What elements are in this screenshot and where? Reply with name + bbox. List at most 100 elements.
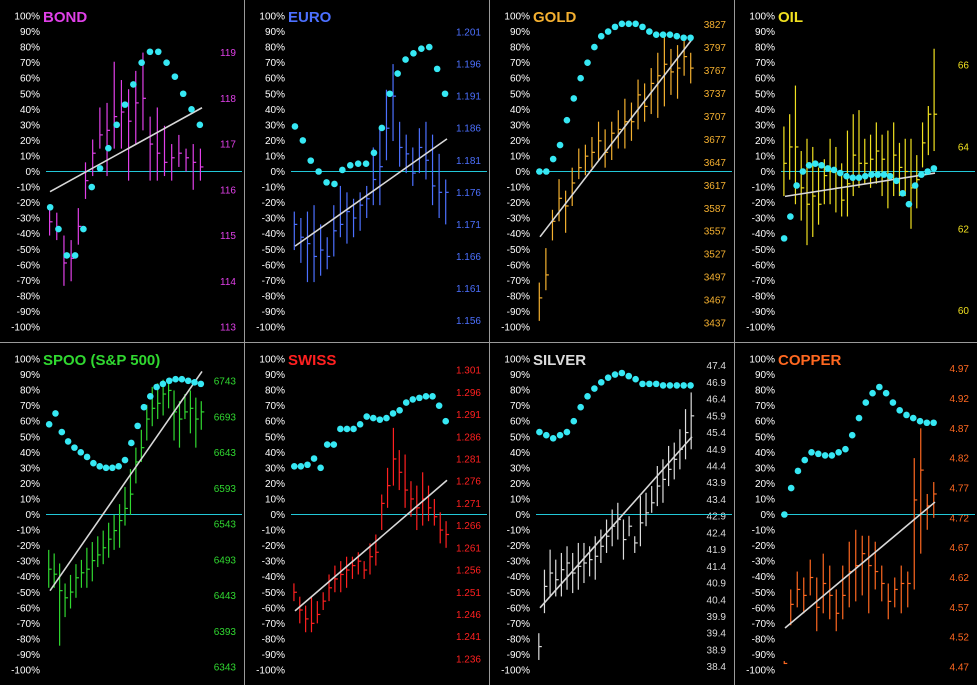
price-bar bbox=[185, 148, 190, 172]
oscillator-dot bbox=[418, 45, 425, 52]
price-bar bbox=[91, 542, 96, 582]
oscillator-dot bbox=[121, 101, 129, 108]
oscillator-dot bbox=[584, 59, 591, 66]
price-label: 3797 bbox=[704, 43, 727, 54]
oscillator-dot bbox=[304, 461, 311, 469]
oscillator-dot bbox=[83, 453, 91, 461]
oscillator-dot bbox=[882, 389, 890, 397]
oscillator-dot bbox=[396, 407, 403, 414]
pct-label: -100% bbox=[501, 323, 530, 334]
oscillator-dot bbox=[805, 161, 813, 169]
price-label: 42.9 bbox=[707, 512, 727, 523]
oscillator-dot bbox=[843, 172, 850, 180]
panel-silver: 100% 90% 80% 70% 60% 50% 40% 30% 20% 10% 0% -10% -20… bbox=[490, 343, 734, 685]
price-bar bbox=[921, 122, 926, 168]
price-bar bbox=[683, 37, 688, 76]
oscillator-dot bbox=[310, 455, 318, 462]
pct-label: 70% bbox=[510, 401, 530, 412]
pct-label: -10% bbox=[507, 526, 530, 537]
oscillator-dot bbox=[611, 371, 619, 378]
oscillator-dot bbox=[330, 441, 338, 448]
price-bar bbox=[637, 79, 642, 130]
pct-label: 40% bbox=[755, 105, 775, 116]
price-label: 1.181 bbox=[456, 156, 481, 167]
price-label: 3587 bbox=[704, 204, 727, 215]
pct-label: -90% bbox=[752, 650, 775, 661]
pct-label: 80% bbox=[755, 386, 775, 397]
pct-label: -80% bbox=[752, 634, 775, 645]
oscillator-dot bbox=[780, 235, 788, 242]
pct-label: 70% bbox=[265, 401, 285, 412]
oscillator-dot bbox=[821, 452, 829, 459]
pct-label: 20% bbox=[755, 479, 775, 490]
price-bar bbox=[835, 146, 839, 213]
pct-label: 60% bbox=[20, 417, 40, 428]
price-bar bbox=[84, 162, 89, 199]
oscillator-dot bbox=[121, 456, 129, 464]
price-bar bbox=[783, 661, 788, 665]
price-bar bbox=[379, 128, 383, 206]
price-bar bbox=[913, 458, 918, 590]
price-bar bbox=[77, 208, 82, 245]
price-bar bbox=[926, 493, 931, 530]
oscillator-dot bbox=[808, 449, 815, 456]
price-bar bbox=[887, 130, 891, 209]
pct-label: 60% bbox=[20, 74, 40, 85]
pct-label: 30% bbox=[510, 463, 530, 474]
oscillator-dot bbox=[880, 171, 888, 178]
oscillator-dot bbox=[178, 375, 186, 383]
price-bar bbox=[404, 454, 409, 508]
oscillator-dot bbox=[869, 389, 876, 397]
oscillator-dot bbox=[71, 444, 78, 451]
price-bar bbox=[545, 248, 549, 291]
pct-label: 40% bbox=[755, 448, 775, 459]
price-bar bbox=[558, 179, 563, 222]
oscillator-dot bbox=[543, 168, 550, 175]
price-bar bbox=[578, 148, 582, 180]
oscillator-dot bbox=[659, 31, 667, 38]
price-label: 3647 bbox=[704, 158, 727, 169]
price-bar bbox=[92, 139, 96, 177]
pct-label: -90% bbox=[17, 307, 40, 318]
oscillator-dot bbox=[80, 225, 87, 233]
price-label: 6693 bbox=[214, 412, 237, 423]
price-label: 1.176 bbox=[456, 188, 481, 199]
price-label: 4.82 bbox=[950, 454, 970, 465]
price-bar bbox=[200, 401, 205, 430]
oscillator-dot bbox=[356, 421, 364, 428]
price-bar bbox=[178, 134, 182, 167]
price-label: 116 bbox=[220, 185, 236, 196]
pct-label: -90% bbox=[507, 307, 530, 318]
price-bar bbox=[366, 185, 370, 218]
price-bar bbox=[809, 559, 814, 596]
oscillator-dot bbox=[563, 428, 571, 436]
oscillator-dot bbox=[597, 32, 605, 40]
oscillator-dot bbox=[874, 171, 882, 178]
pct-label: -20% bbox=[17, 541, 40, 552]
oscillator-dot bbox=[824, 165, 832, 172]
pct-label: -100% bbox=[746, 666, 775, 677]
price-bar bbox=[399, 121, 403, 167]
oscillator-dot bbox=[543, 431, 550, 439]
oscillator-dot bbox=[154, 48, 162, 56]
price-label: 6743 bbox=[214, 377, 237, 388]
oscillator-dot bbox=[171, 73, 179, 80]
price-bar bbox=[549, 549, 554, 597]
price-label: 1.246 bbox=[456, 610, 481, 621]
pct-label: 90% bbox=[755, 27, 775, 38]
oscillator-dot bbox=[96, 462, 104, 470]
price-bar bbox=[48, 208, 53, 236]
pct-label: -50% bbox=[262, 588, 285, 599]
oscillator-dot bbox=[577, 74, 584, 82]
pct-label: 40% bbox=[510, 105, 530, 116]
price-label: 44.4 bbox=[707, 462, 727, 473]
price-label: 113 bbox=[220, 323, 236, 334]
oscillator-dot bbox=[687, 382, 694, 389]
price-bar bbox=[907, 571, 911, 608]
pct-label: 20% bbox=[510, 136, 530, 147]
oscillator-dot bbox=[350, 425, 357, 433]
price-bar bbox=[184, 394, 188, 420]
price-bar bbox=[543, 569, 548, 614]
price-label: 4.67 bbox=[950, 543, 970, 554]
oscillator-dot bbox=[323, 179, 330, 186]
